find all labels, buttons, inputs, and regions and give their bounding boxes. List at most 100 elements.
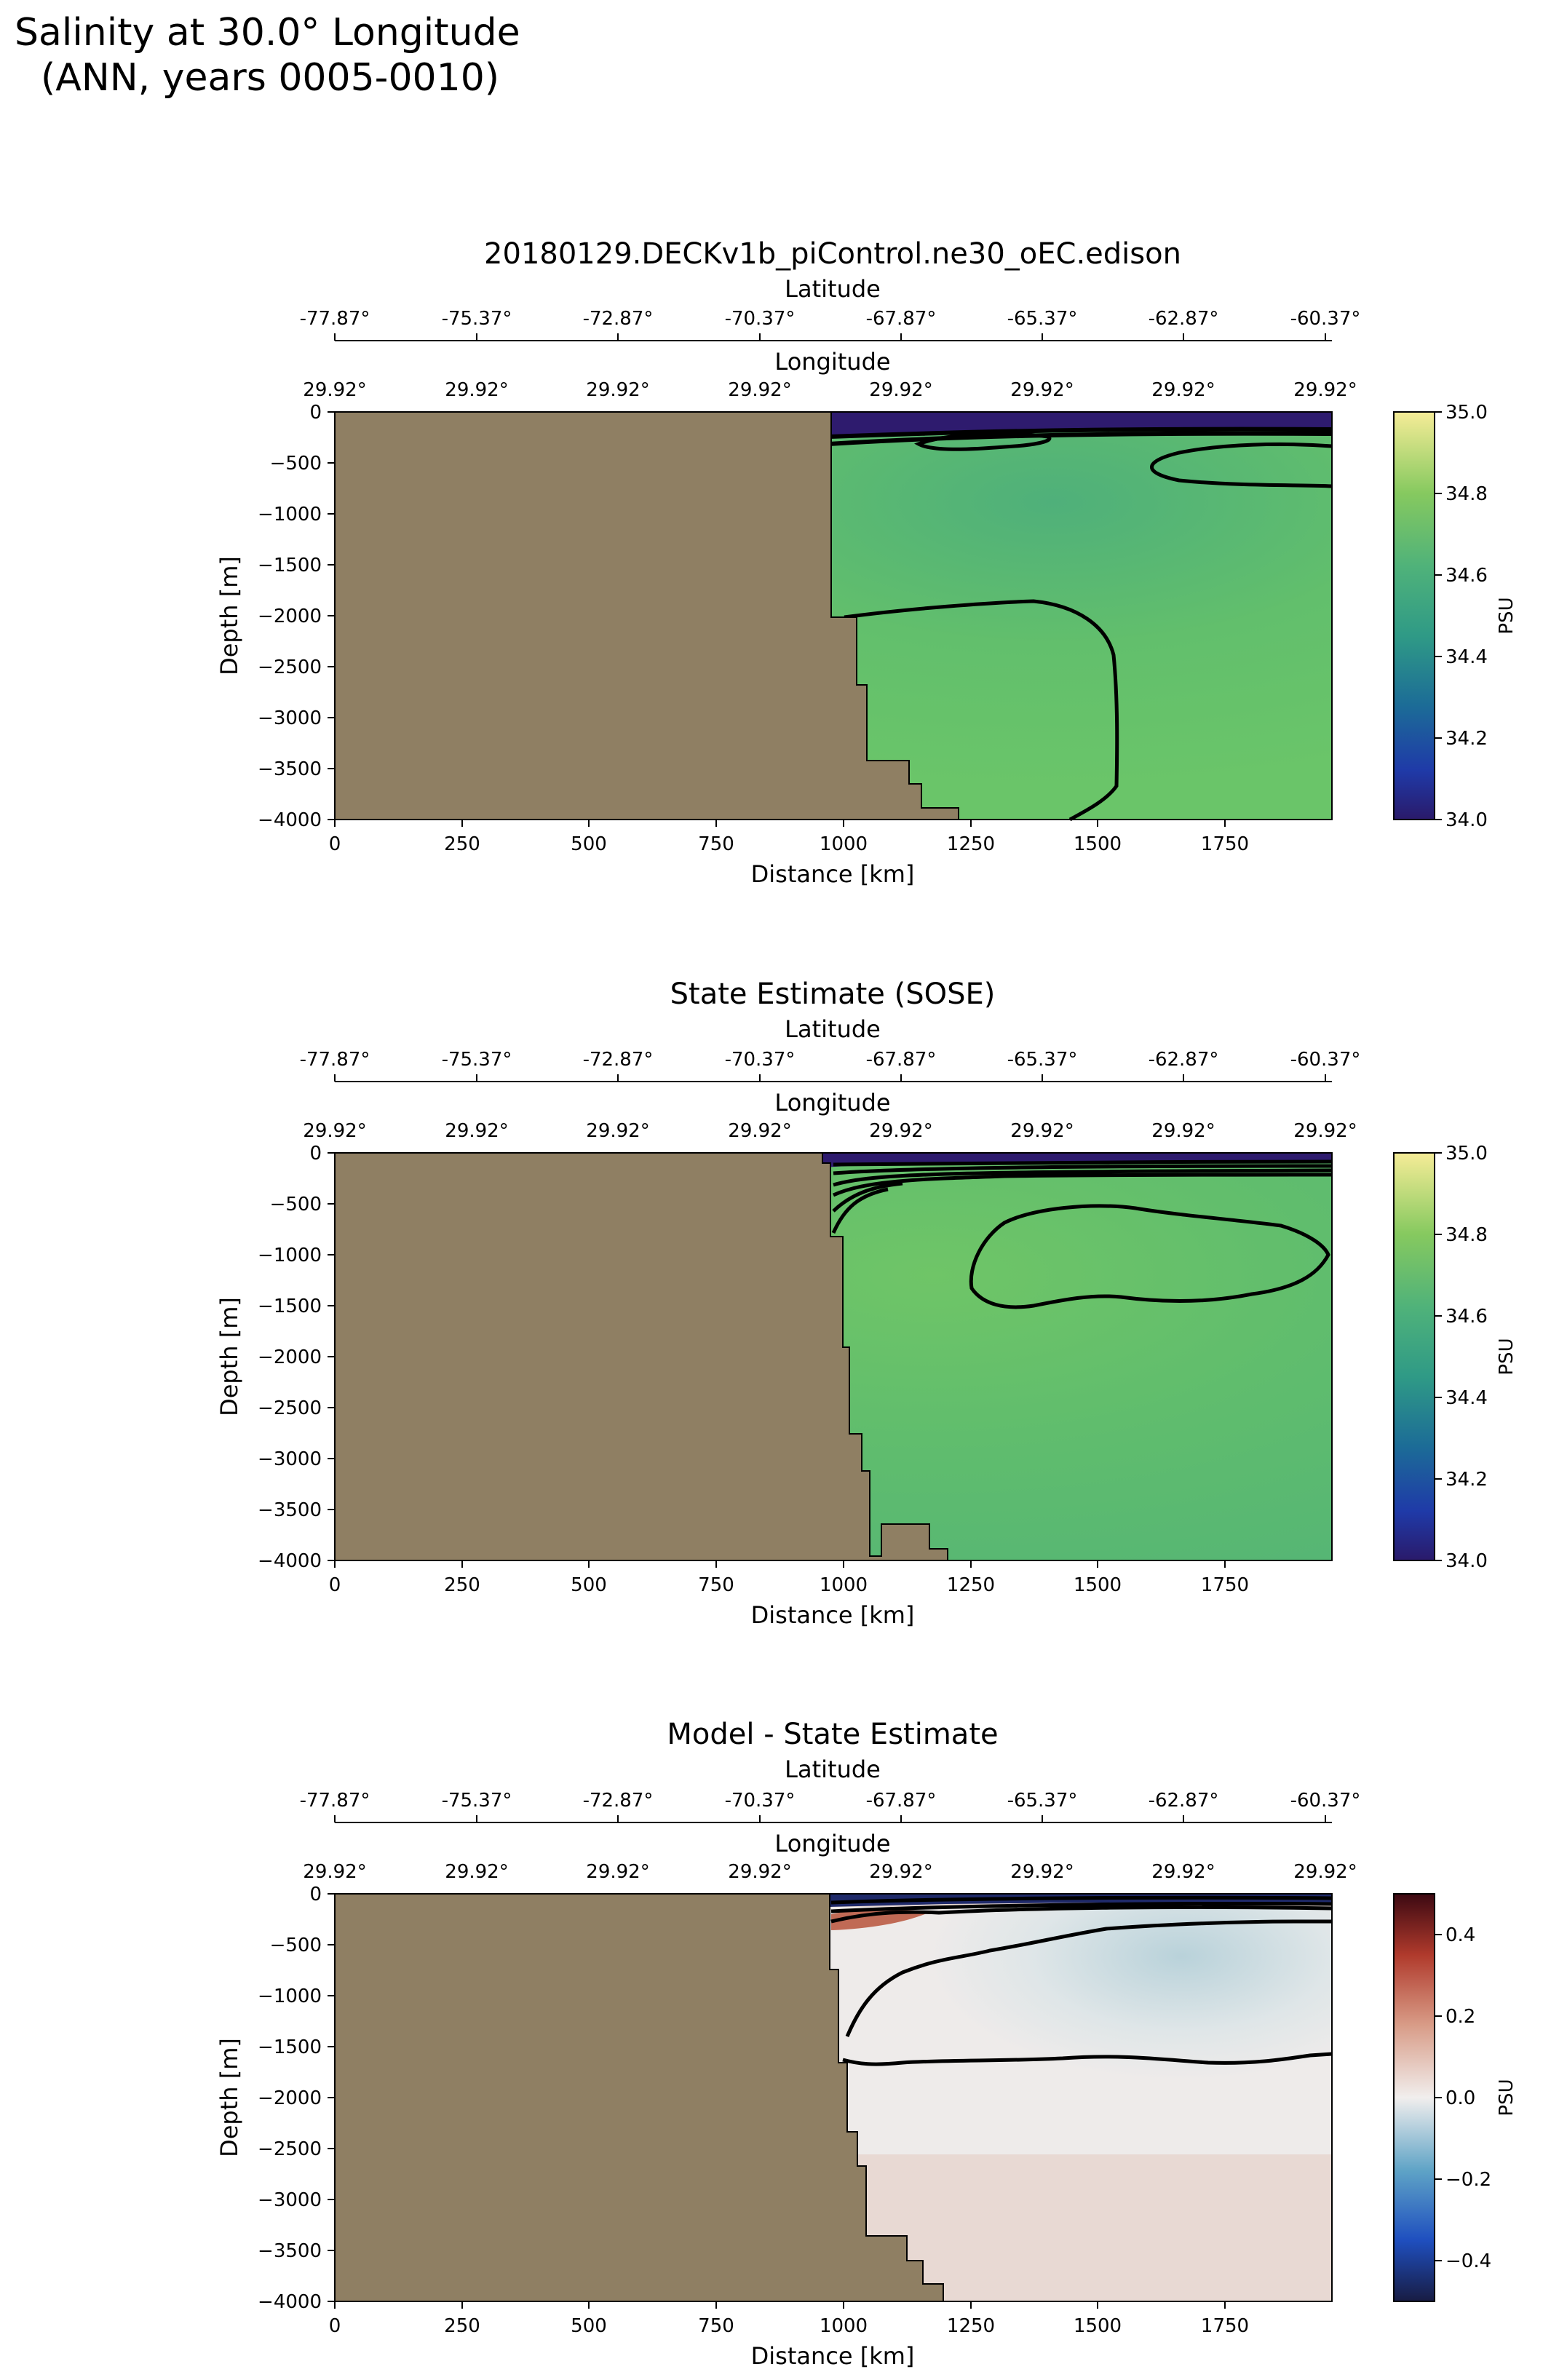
lon-tick-label: 29.92° — [869, 379, 932, 401]
lon-tick-label: 29.92° — [586, 1861, 649, 1883]
lon-tick-label: 29.92° — [303, 1120, 366, 1142]
x-tick-label: 500 — [571, 1574, 607, 1596]
lat-tick-label: -77.87° — [300, 308, 370, 330]
x-axis-label: Distance [km] — [751, 860, 915, 888]
panel-title: State Estimate (SOSE) — [670, 977, 996, 1011]
longitude-ticks: 29.92° 29.92° 29.92° 29.92° 29.92° 29.92… — [303, 379, 1357, 401]
y-tick-label: −4000 — [258, 809, 322, 831]
y-axis: 0 −500 −1000 −1500 −2000 −2500 −3000 −35… — [215, 1143, 335, 1572]
colorbar-gradient — [1393, 411, 1435, 820]
lon-tick-label: 29.92° — [1293, 1120, 1357, 1142]
lon-tick-label: 29.92° — [728, 379, 791, 401]
lon-tick-label: 29.92° — [445, 1861, 508, 1883]
y-axis: 0 −500 −1000 −1500 −2000 −2500 −3000 −35… — [215, 1884, 335, 2313]
y-tick-label: −1000 — [258, 1986, 322, 2007]
lon-tick-label: 29.92° — [445, 379, 508, 401]
colorbar-tick-label: 34.4 — [1445, 646, 1488, 668]
lat-tick-label: -62.87° — [1149, 1049, 1219, 1071]
y-axis-label: Depth [m] — [215, 2038, 243, 2157]
surface-positive-layer — [831, 1909, 932, 1930]
y-tick-label: −4000 — [258, 1550, 322, 1572]
y-tick-label: −4000 — [258, 2291, 322, 2313]
x-tick-label: 1000 — [820, 833, 868, 855]
x-tick-label: 1500 — [1074, 833, 1122, 855]
y-tick-label: 0 — [309, 1884, 322, 1905]
x-axis: 0 250 500 750 1000 1250 1500 1750 Distan… — [329, 2301, 1249, 2370]
contour-line — [1150, 442, 1333, 488]
land-bathymetry — [334, 411, 959, 820]
x-tick-label: 0 — [329, 1574, 341, 1596]
latitude-axis-label: Latitude — [785, 1015, 881, 1043]
colorbar: 34.0 34.2 34.4 34.6 34.8 35.0 PSU — [1393, 1143, 1518, 1572]
y-tick-label: −500 — [270, 1935, 322, 1956]
x-tick-label: 750 — [698, 833, 734, 855]
contour-line — [844, 599, 1119, 822]
colorbar-tick-label: 34.6 — [1445, 1306, 1488, 1328]
x-tick-label: 1500 — [1074, 2315, 1122, 2337]
y-tick-label: −2000 — [258, 1346, 322, 1368]
latitude-ticks: -77.87° -75.37° -72.87° -70.37° -67.87° … — [300, 308, 1360, 341]
y-tick-label: −3000 — [258, 1448, 322, 1470]
lat-tick-label: -67.87° — [866, 308, 937, 330]
lon-tick-label: 29.92° — [1151, 1861, 1215, 1883]
y-tick-label: −1500 — [258, 555, 322, 576]
lon-tick-label: 29.92° — [869, 1861, 932, 1883]
colorbar: 34.0 34.2 34.4 34.6 34.8 35.0 PSU — [1393, 402, 1518, 831]
lat-tick-label: -72.87° — [583, 308, 654, 330]
contour-surface — [831, 1159, 1333, 1234]
colorbar-gradient — [1393, 1893, 1435, 2302]
lat-tick-label: -67.87° — [866, 1049, 937, 1071]
longitude-ticks: 29.92° 29.92° 29.92° 29.92° 29.92° 29.92… — [303, 1120, 1357, 1142]
lon-tick-label: 29.92° — [869, 1120, 932, 1142]
y-tick-label: −3500 — [258, 1499, 322, 1521]
difference-blue-region — [830, 1907, 1332, 2154]
x-tick-label: 250 — [444, 2315, 480, 2337]
x-tick-label: 0 — [329, 2315, 341, 2337]
y-tick-label: −2500 — [258, 657, 322, 678]
y-tick-label: 0 — [309, 402, 322, 424]
y-tick-label: −1000 — [258, 504, 322, 525]
x-tick-label: 1750 — [1201, 2315, 1249, 2337]
panel-title: Model - State Estimate — [667, 1718, 998, 1751]
lat-tick-label: -60.37° — [1290, 1790, 1361, 1812]
colorbar-tick-label: 0.2 — [1445, 2006, 1475, 2028]
lat-tick-label: -77.87° — [300, 1049, 370, 1071]
longitude-axis-label: Longitude — [774, 1089, 890, 1116]
lon-tick-label: 29.92° — [1010, 379, 1074, 401]
y-tick-label: 0 — [309, 1143, 322, 1165]
figure-title-line1: Salinity at 30.0° Longitude — [15, 11, 520, 55]
colorbar-tick-label: 34.0 — [1445, 809, 1488, 831]
lat-tick-label: -75.37° — [442, 308, 512, 330]
y-tick-label: −1000 — [258, 1245, 322, 1266]
colorbar-label: PSU — [1496, 597, 1518, 634]
y-tick-label: −3000 — [258, 2189, 322, 2211]
y-tick-label: −1500 — [258, 2036, 322, 2058]
panel-sose: State Estimate (SOSE) Latitude -77.87° -… — [215, 977, 1518, 1629]
lon-tick-label: 29.92° — [445, 1120, 508, 1142]
y-tick-label: −2500 — [258, 1397, 322, 1419]
longitude-axis-label: Longitude — [774, 348, 890, 376]
lon-tick-label: 29.92° — [1293, 1861, 1357, 1883]
x-axis-label: Distance [km] — [751, 2342, 915, 2370]
lon-tick-label: 29.92° — [586, 379, 649, 401]
contour-line — [845, 1919, 1332, 2037]
lat-tick-label: -62.87° — [1149, 308, 1219, 330]
lat-tick-label: -65.37° — [1007, 1049, 1078, 1071]
y-tick-label: −2000 — [258, 606, 322, 627]
lon-tick-label: 29.92° — [728, 1861, 791, 1883]
y-tick-label: −3500 — [258, 2240, 322, 2262]
x-tick-label: 0 — [329, 833, 341, 855]
x-tick-label: 1500 — [1074, 1574, 1122, 1596]
x-tick-label: 1750 — [1201, 833, 1249, 855]
lat-tick-label: -72.87° — [583, 1790, 654, 1812]
panel-title: 20180129.DECKv1b_piControl.ne30_oEC.edis… — [484, 237, 1181, 271]
colorbar-tick-label: 35.0 — [1445, 1143, 1488, 1165]
y-tick-label: −2500 — [258, 2138, 322, 2160]
x-tick-label: 500 — [571, 833, 607, 855]
longitude-ticks: 29.92° 29.92° 29.92° 29.92° 29.92° 29.92… — [303, 1861, 1357, 1883]
longitude-axis-label: Longitude — [774, 1830, 890, 1857]
x-axis: 0 250 500 750 1000 1250 1500 1750 Distan… — [329, 820, 1249, 888]
lon-tick-label: 29.92° — [1151, 379, 1215, 401]
lon-tick-label: 29.92° — [586, 1120, 649, 1142]
y-tick-label: −3000 — [258, 707, 322, 729]
